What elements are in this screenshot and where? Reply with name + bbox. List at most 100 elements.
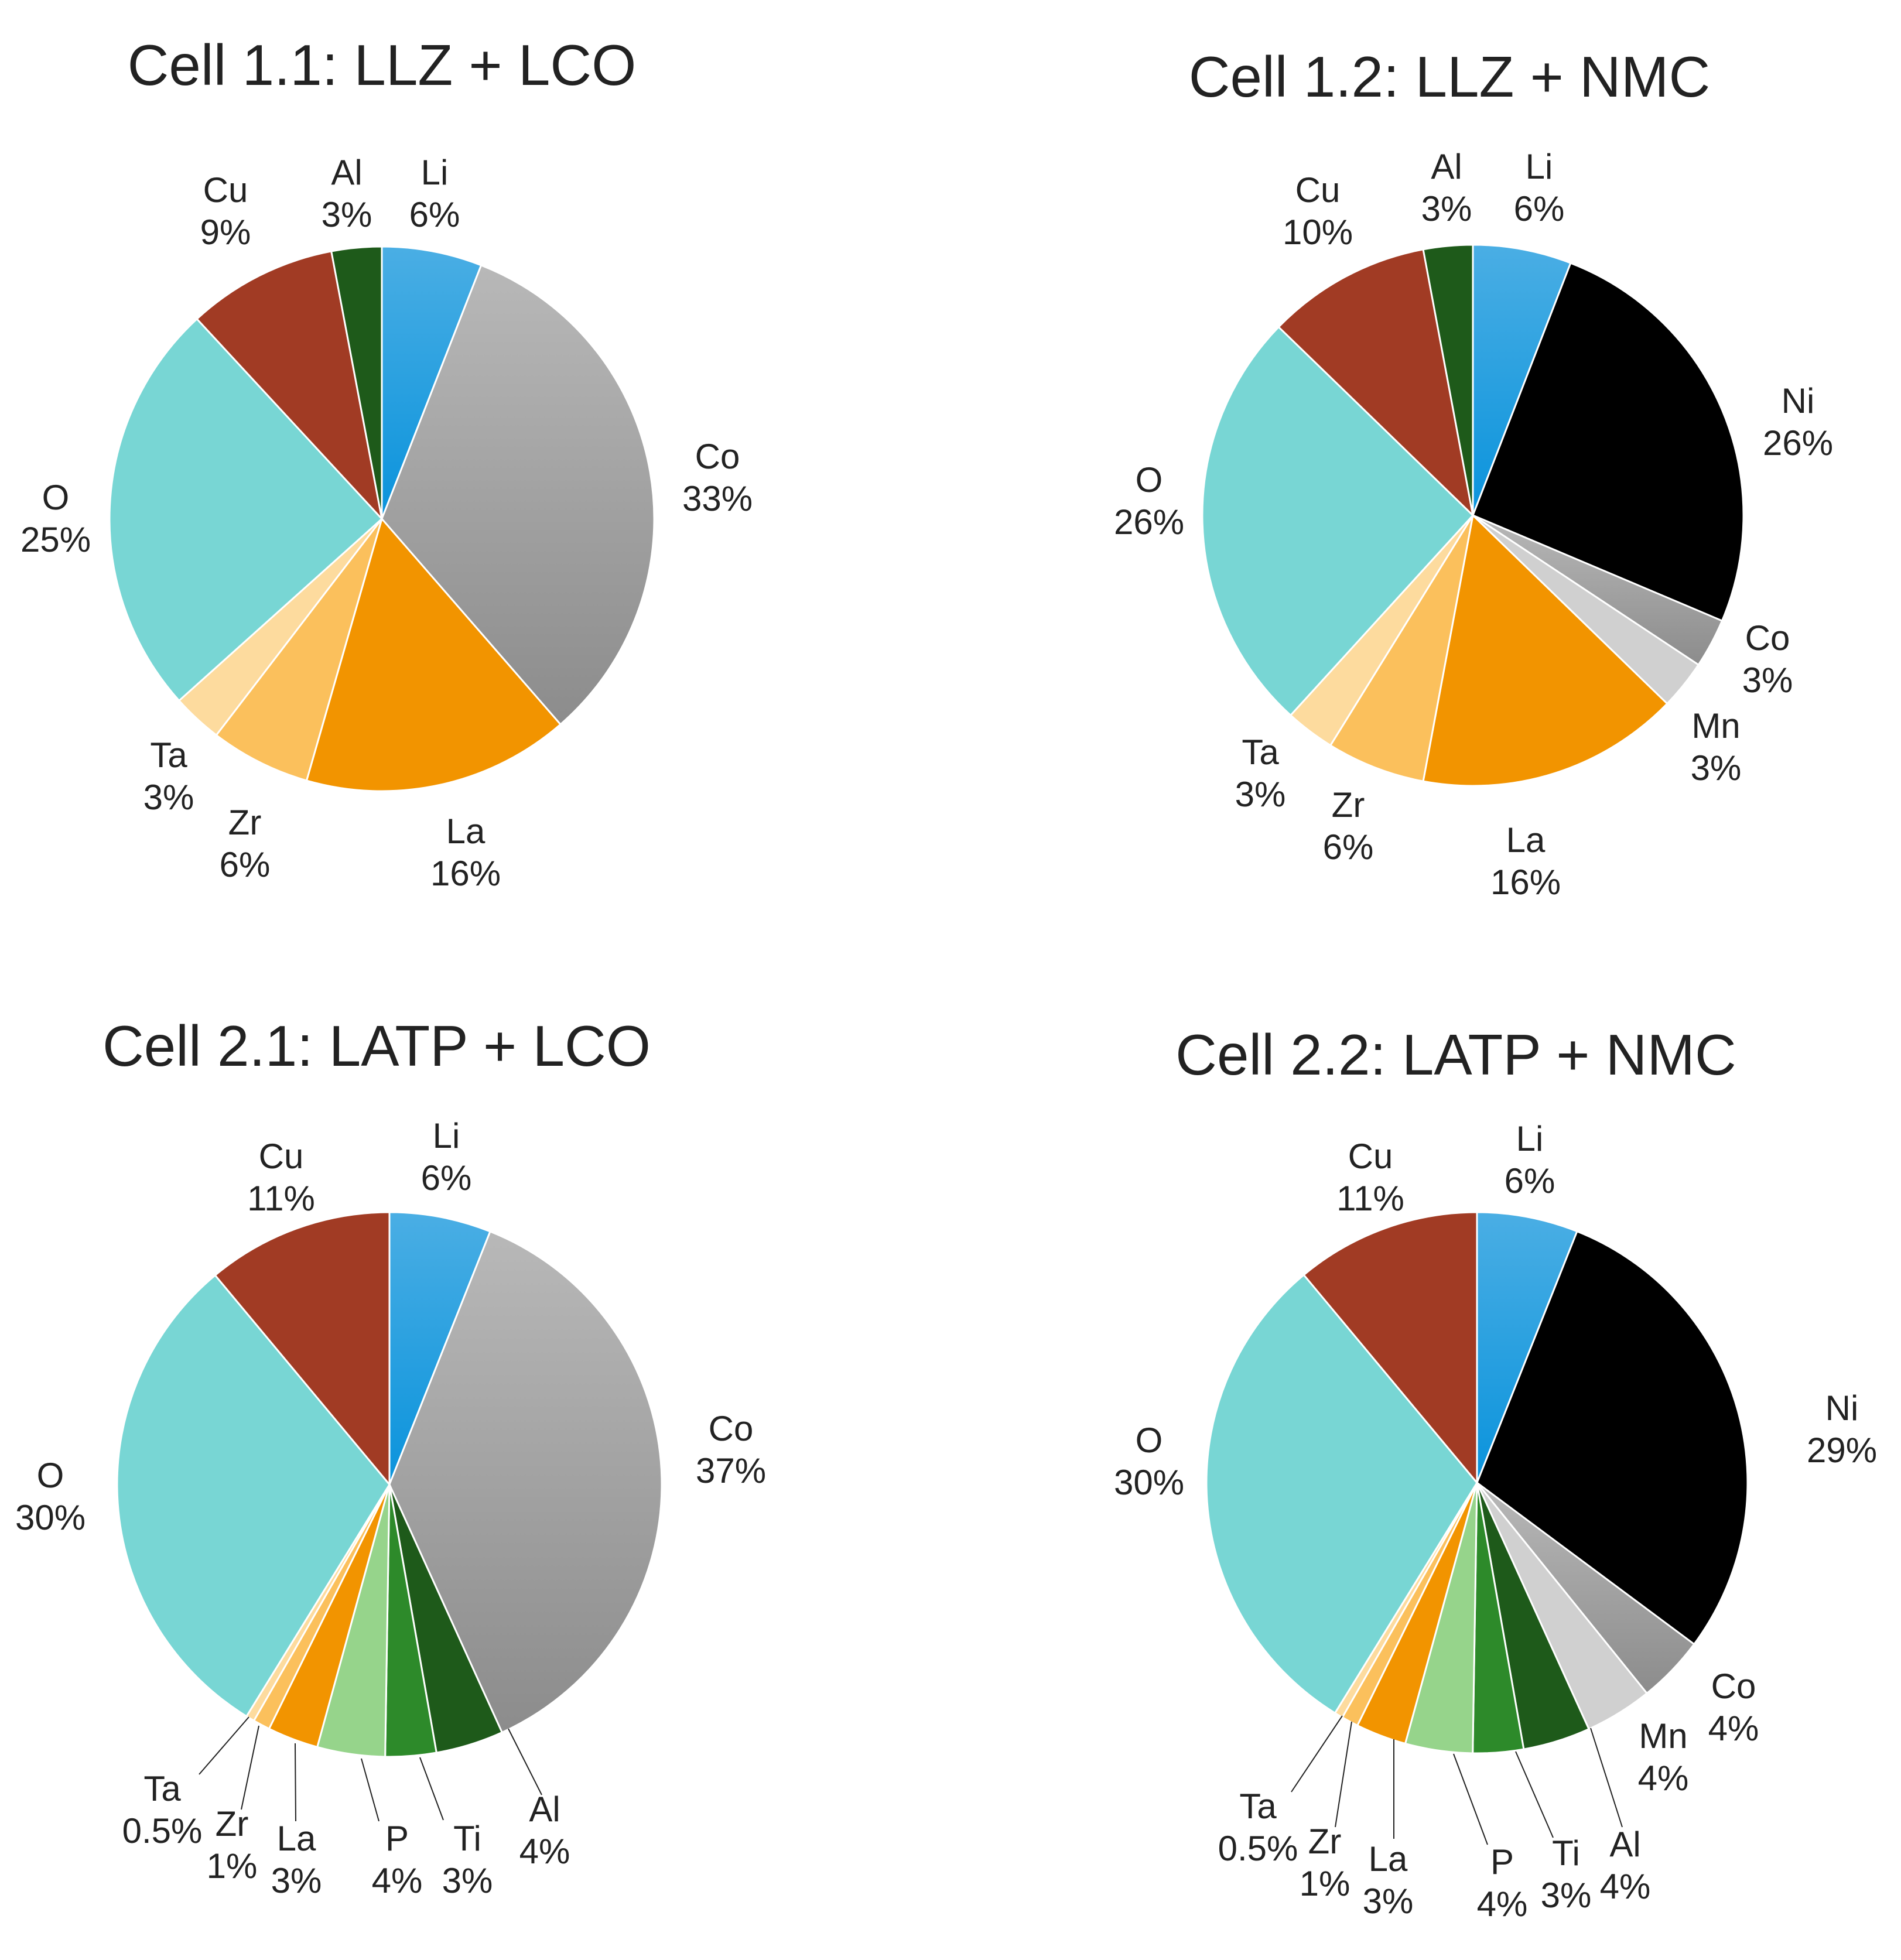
data-label-element: Mn (1691, 706, 1740, 745)
pie-slice-li (381, 245, 483, 519)
pie-slice-li (388, 1211, 491, 1485)
data-label-p: P 4% (372, 1819, 423, 1900)
data-label-percent: 1% (207, 1846, 258, 1886)
pie-chart-cell-1-2: Cell 1.2: LLZ + NMC Li 6%Ni 26%Co 3%Mn 3%La 1… (1114, 45, 1833, 902)
data-label-percent: 26% (1114, 502, 1184, 542)
data-label-p: P 4% (1477, 1842, 1528, 1924)
pie-slice-ni (1472, 262, 1745, 622)
pie-slice-li (1472, 244, 1572, 516)
data-label-o: O 30% (1114, 1421, 1184, 1502)
pie-slices: Li 6%Co 33%La 16%Zr 6%Ta 3%O 25%Cu 9%Al 3% (20, 153, 753, 893)
data-label-percent: 4% (1600, 1867, 1651, 1906)
data-label-element: Li (1516, 1119, 1544, 1158)
data-label-la: La 3% (271, 1819, 322, 1900)
data-label-ti: Ti 3% (1541, 1834, 1592, 1915)
data-label-element: Co (709, 1409, 754, 1448)
data-label-percent: 4% (372, 1861, 423, 1900)
data-label-li: Li 6% (421, 1116, 472, 1198)
pie-slice-o (1205, 1273, 1478, 1715)
data-label-element: Ti (453, 1819, 481, 1858)
data-label-element: Co (1711, 1667, 1756, 1706)
data-label-element: Zr (1332, 785, 1365, 825)
data-label-li: Li 6% (1514, 147, 1565, 228)
data-label-percent: 29% (1807, 1431, 1877, 1470)
data-label-percent: 4% (1477, 1884, 1528, 1924)
data-label-percent: 3% (1363, 1882, 1414, 1921)
data-label-element: Al (1431, 147, 1462, 186)
data-label-o: O 25% (20, 478, 91, 559)
data-label-la: La 16% (430, 812, 501, 893)
data-label-cu: Cu 10% (1283, 170, 1353, 252)
data-label-la: La 3% (1363, 1839, 1414, 1921)
data-label-percent: 3% (442, 1861, 493, 1900)
pie-slice-co (381, 264, 655, 726)
pie-slice-cu (214, 1211, 391, 1487)
data-label-element: Ta (1239, 1787, 1277, 1826)
data-label-li: Li 6% (409, 153, 460, 234)
data-label-percent: 6% (409, 195, 460, 234)
pie-slice-zr (215, 518, 383, 782)
data-label-al: Al 3% (1421, 147, 1472, 228)
data-label-percent: 3% (1691, 748, 1742, 788)
data-label-percent: 3% (143, 778, 194, 817)
data-label-percent: 25% (20, 520, 91, 559)
data-label-element: Ni (1825, 1388, 1859, 1428)
data-label-percent: 3% (1235, 775, 1286, 814)
data-label-ta: Ta 3% (1235, 733, 1286, 814)
data-label-element: Mn (1639, 1716, 1687, 1756)
data-label-zr: Zr 6% (220, 803, 271, 884)
leader-line-ta (199, 1716, 249, 1775)
pie-slice-co (388, 1230, 663, 1734)
data-label-percent: 33% (682, 479, 753, 518)
data-label-co: Co 3% (1742, 618, 1793, 700)
pie-slices: Li 6%Ni 26%Co 3%Mn 3%La 16%Zr 6%Ta 3%O 26%Cu 10%A… (1114, 147, 1833, 902)
data-label-la: La 16% (1490, 820, 1561, 902)
data-label-element: Ti (1552, 1834, 1580, 1873)
data-label-element: Al (1609, 1825, 1640, 1864)
data-label-percent: 30% (15, 1498, 86, 1537)
data-label-cu: Cu 9% (200, 170, 251, 252)
data-label-percent: 3% (271, 1861, 322, 1900)
pie-slice-cu (1302, 1211, 1478, 1486)
data-label-element: Zr (216, 1804, 249, 1843)
data-label-percent: 4% (519, 1832, 570, 1871)
data-label-mn: Mn 3% (1691, 706, 1742, 788)
data-label-element: La (1369, 1839, 1408, 1879)
data-label-element: Li (421, 153, 449, 192)
data-label-percent: 16% (430, 854, 501, 893)
data-label-element: Li (1526, 147, 1553, 186)
leader-line-p (361, 1758, 379, 1822)
pie-slice-al (330, 245, 383, 519)
data-label-ni: Ni 29% (1807, 1388, 1877, 1470)
data-label-al: Al 4% (1600, 1825, 1651, 1906)
data-label-percent: 16% (1490, 863, 1561, 902)
data-label-percent: 11% (247, 1179, 315, 1218)
pie-slice-la (305, 516, 562, 792)
data-label-element: O (1136, 460, 1163, 500)
leader-line-p (1453, 1753, 1488, 1845)
data-label-element: Cu (259, 1137, 304, 1176)
data-label-percent: 6% (421, 1158, 472, 1198)
pie-slice-cu (196, 250, 384, 522)
data-label-element: P (1490, 1842, 1514, 1882)
data-label-percent: 3% (1742, 661, 1793, 700)
data-label-percent: 6% (1323, 827, 1374, 867)
data-label-percent: 1% (1300, 1864, 1350, 1903)
data-label-element: Cu (203, 170, 248, 210)
data-label-element: Cu (1348, 1137, 1393, 1176)
data-label-al: Al 3% (322, 153, 372, 234)
chart-title: Cell 2.2: LATP + NMC (1175, 1022, 1736, 1087)
data-label-cu: Cu 11% (247, 1137, 315, 1218)
data-label-zr: Zr 6% (1323, 785, 1374, 867)
data-label-element: Ni (1782, 381, 1815, 420)
data-label-zr: Zr 1% (1300, 1822, 1350, 1903)
chart-title: Cell 2.1: LATP + LCO (102, 1014, 651, 1078)
leader-line-zr (1335, 1721, 1352, 1828)
data-label-percent: 0.5% (122, 1811, 203, 1850)
data-label-percent: 6% (1505, 1161, 1555, 1200)
data-label-element: Al (331, 153, 362, 192)
data-label-percent: 6% (220, 845, 271, 884)
data-label-o: O 30% (15, 1456, 86, 1537)
data-label-percent: 4% (1708, 1709, 1759, 1748)
data-label-element: O (1136, 1421, 1163, 1460)
